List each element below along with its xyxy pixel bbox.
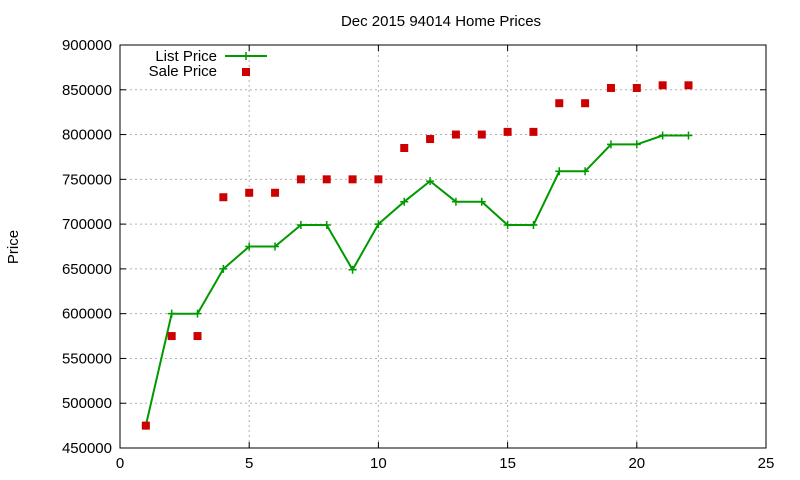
legend-label-list-price: List Price [155,48,217,65]
list-price-point [503,221,512,230]
sale-price-point [322,175,331,184]
sale-price-point [606,83,615,92]
list-price-point [322,221,331,230]
list-price-point [400,197,409,206]
sale-price-point [219,193,228,202]
x-tick-label: 10 [370,455,387,472]
y-tick-label: 800000 [62,127,112,144]
sale-price-point [374,175,383,184]
list-price-point [296,221,305,230]
list-price-point [658,131,667,140]
y-tick-label: 900000 [62,37,112,54]
sale-price-point [348,175,357,184]
list-price-point [193,309,202,318]
sale-price-point [296,175,305,184]
chart-title: Dec 2015 94014 Home Prices [341,13,541,30]
list-price-point [245,242,254,251]
list-price-point [606,140,615,149]
y-axis-ticks: 450000 500000 550000 600000 650000 700000 7500… [62,37,766,457]
legend: List Price Sale Price [149,48,267,80]
legend-marker-list-price [242,52,250,60]
sale-price-point [658,81,667,90]
sale-price-point [400,143,409,152]
y-tick-label: 700000 [62,216,112,233]
x-tick-label: 15 [499,455,516,472]
list-price-point [477,197,486,206]
sale-price-point [529,127,538,136]
list-price-point [348,265,357,274]
y-tick-label: 650000 [62,261,112,278]
sale-price-point [271,188,280,197]
sale-price-point [503,127,512,136]
sale-price-point [477,130,486,139]
y-axis-label: Price [5,230,22,264]
sale-price-point [426,135,435,144]
sale-price-point [581,99,590,108]
list-price-point [632,140,641,149]
sale-price-point [245,188,254,197]
list-price-point [167,309,176,318]
x-tick-label: 20 [628,455,645,472]
x-tick-label: 0 [116,455,124,472]
sale-price-point [684,81,693,90]
list-price-point [374,220,383,229]
sale-price-point [555,99,564,108]
sale-price-point [167,332,176,341]
list-price-point [451,197,460,206]
x-tick-label: 25 [758,455,775,472]
legend-marker-sale-price [242,68,250,76]
list-price-point [555,167,564,176]
sale-price-series [141,81,693,430]
y-tick-label: 600000 [62,306,112,323]
y-tick-label: 500000 [62,395,112,412]
sale-price-point [451,130,460,139]
x-tick-label: 5 [245,455,253,472]
list-price-line [144,134,689,426]
list-price-point [271,242,280,251]
list-price-series [141,131,693,430]
y-tick-label: 450000 [62,440,112,457]
list-price-point [426,177,435,186]
list-price-point [219,264,228,273]
list-price-point [684,131,693,140]
y-tick-label: 850000 [62,82,112,99]
sale-price-point [141,421,150,430]
sale-price-point [193,332,202,341]
y-tick-label: 550000 [62,350,112,367]
list-price-point [529,221,538,230]
legend-label-sale-price: Sale Price [149,63,217,80]
sale-price-point [632,83,641,92]
list-price-point [581,167,590,176]
plot-frame [119,44,767,449]
y-tick-label: 750000 [62,171,112,188]
